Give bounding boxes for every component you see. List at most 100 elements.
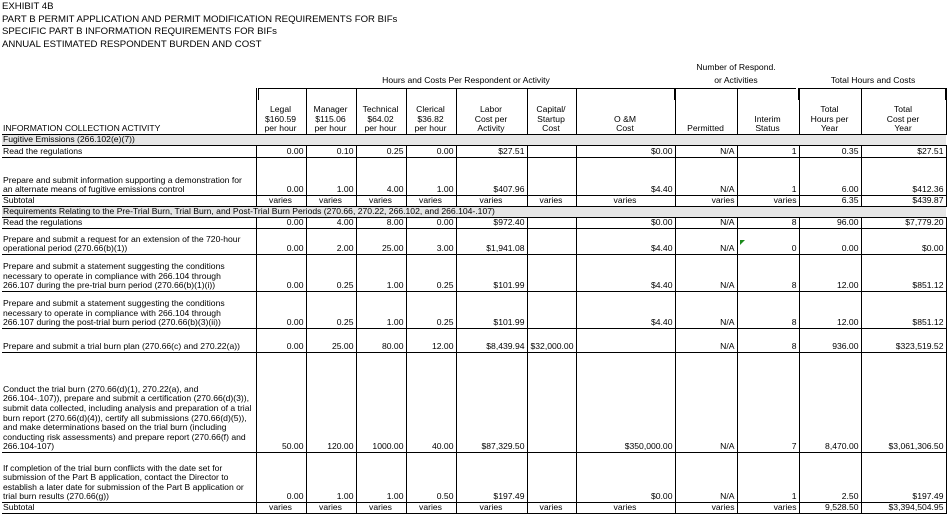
cell-tot_cost: $0.00 [860, 228, 947, 255]
cell-om: $4.40 [575, 228, 676, 255]
cell-labor: $1,941.08 [455, 228, 528, 255]
cell-interim: 8 [736, 328, 800, 353]
table-row: Read the regulations 0.00 4.00 8.00 0.00 $972… [2, 217, 947, 229]
burden-table: INFORMATION COLLECTION ACTIVITY Legal $160… [2, 88, 947, 514]
cell-om: $4.40 [575, 291, 676, 329]
column-header-legal: Legal $160.59 per hour [255, 88, 306, 135]
cell-clerical: 0.25 [405, 291, 457, 329]
cell-tot_hours: 6.35 [798, 195, 862, 207]
cell-capital: $32,000.00 [526, 328, 577, 353]
cell-tot_cost: $27.51 [860, 145, 947, 158]
cell-tot_hours: 9,528.50 [798, 502, 862, 514]
table-row: Prepare and submit a request for an exte… [2, 228, 947, 255]
cell-activity: Subtotal [2, 502, 257, 514]
cell-labor: $87,329.50 [455, 352, 528, 453]
cell-clerical: 12.00 [405, 328, 457, 353]
group-header-respond-line1: Number of Respond. [696, 62, 776, 72]
cell-legal: 0.00 [255, 328, 307, 353]
table-row: Conduct the trial burn (270.66(d)(1), 27… [2, 352, 947, 453]
cell-legal: varies [255, 195, 307, 207]
cell-interim: 8 [736, 291, 800, 329]
cell-interim: varies [736, 195, 800, 207]
cell-capital [526, 254, 577, 292]
cell-labor: $8,439.94 [455, 328, 528, 353]
cell-activity: If completion of the trial burn conflict… [2, 452, 257, 503]
cell-permitted: N/A [674, 328, 738, 353]
cell-activity: Prepare and submit information supportin… [2, 157, 257, 196]
cell-permitted: N/A [674, 291, 738, 329]
exhibit-title-3: ANNUAL ESTIMATED RESPONDENT BURDEN AND C… [2, 38, 262, 50]
table-row: Subtotal varies varies varies varies varies va… [2, 195, 947, 207]
cell-technical: 8.00 [355, 217, 407, 229]
cell-tot_cost: $3,394,504.95 [860, 502, 947, 514]
cell-tot_hours: 96.00 [798, 217, 862, 229]
cell-labor: $101.99 [455, 254, 528, 292]
cell-tot_cost: $851.12 [860, 254, 947, 292]
cell-permitted: N/A [674, 352, 738, 453]
cell-activity: Prepare and submit a statement suggestin… [2, 291, 257, 329]
cell-om: varies [575, 502, 676, 514]
cell-manager: 0.25 [305, 254, 357, 292]
exhibit-number: EXHIBIT 4B [2, 1, 54, 12]
cell-legal: 0.00 [255, 217, 307, 229]
table-row: Prepare and submit a statement suggestin… [2, 254, 947, 292]
cell-technical: 25.00 [355, 228, 407, 255]
cell-om: $350,000.00 [575, 352, 676, 453]
cell-labor: $101.99 [455, 291, 528, 329]
cell-clerical: 0.25 [405, 254, 457, 292]
cell-activity: Subtotal [2, 195, 257, 207]
section-title: Fugitive Emissions (266.102(e)(7)) [2, 134, 946, 146]
table-row: If completion of the trial burn conflict… [2, 452, 947, 503]
cell-tot_cost: $3,061,306.50 [860, 352, 947, 453]
column-header-clerical: Clerical $36.82 per hour [405, 88, 456, 135]
cell-om: $0.00 [575, 217, 676, 229]
cell-technical: 4.00 [355, 157, 407, 196]
table-row: Prepare and submit a trial burn plan (27… [2, 328, 947, 353]
cell-legal: varies [255, 502, 307, 514]
cell-permitted: N/A [674, 254, 738, 292]
cell-manager: varies [305, 502, 357, 514]
cell-om [575, 328, 676, 353]
cell-capital [526, 217, 577, 229]
cell-interim: 1 [736, 145, 800, 158]
column-header-om: O &M Cost [575, 88, 675, 135]
cell-interim: 8 [736, 254, 800, 292]
cell-tot_hours: 12.00 [798, 291, 862, 329]
column-header-activity: INFORMATION COLLECTION ACTIVITY [2, 88, 256, 135]
group-headers: Hours and Costs Per Respondent or Activi… [0, 0, 947, 100]
cell-technical: 0.25 [355, 145, 407, 158]
cell-tot_cost: $197.49 [860, 452, 947, 503]
cell-clerical: 40.00 [405, 352, 457, 453]
cell-om: $4.40 [575, 254, 676, 292]
cell-labor: $407.96 [455, 157, 528, 196]
cell-manager: 25.00 [305, 328, 357, 353]
cell-labor: varies [455, 195, 528, 207]
cell-activity: Read the regulations [2, 217, 257, 229]
cell-manager: 1.00 [305, 157, 357, 196]
cell-manager: 4.00 [305, 217, 357, 229]
cell-interim: varies [736, 502, 800, 514]
cell-capital [526, 145, 577, 158]
cell-activity: Prepare and submit a statement suggestin… [2, 254, 257, 292]
group-header-totals: Total Hours and Costs [830, 75, 916, 85]
cell-manager: 120.00 [305, 352, 357, 453]
group-header-hours-costs: Hours and Costs Per Respondent or Activi… [382, 75, 550, 85]
cell-activity: Prepare and submit a trial burn plan (27… [2, 328, 257, 353]
cell-tot_cost: $439.87 [860, 195, 947, 207]
cell-capital [526, 157, 577, 196]
section-header-row: Requirements Relating to the Pre-Trial B… [2, 206, 946, 218]
cell-om: varies [575, 195, 676, 207]
cell-interim: 0 [736, 228, 800, 255]
cell-clerical: varies [405, 502, 457, 514]
cell-interim: 1 [736, 157, 800, 196]
column-header-capital: Capital/Startup Cost [526, 88, 576, 135]
cell-activity: Conduct the trial burn (270.66(d)(1), 27… [2, 352, 257, 453]
cell-permitted: varies [674, 195, 738, 207]
cell-technical: varies [355, 195, 407, 207]
exhibit-titles: EXHIBIT 4B PART B PERMIT APPLICATION AND… [2, 1, 397, 51]
cell-interim: 1 [736, 452, 800, 503]
cell-interim: 7 [736, 352, 800, 453]
table-body: Fugitive Emissions (266.102(e)(7)) Read t… [2, 134, 947, 514]
exhibit-title-1: PART B PERMIT APPLICATION AND PERMIT MOD… [2, 13, 398, 25]
cell-om: $0.00 [575, 452, 676, 503]
